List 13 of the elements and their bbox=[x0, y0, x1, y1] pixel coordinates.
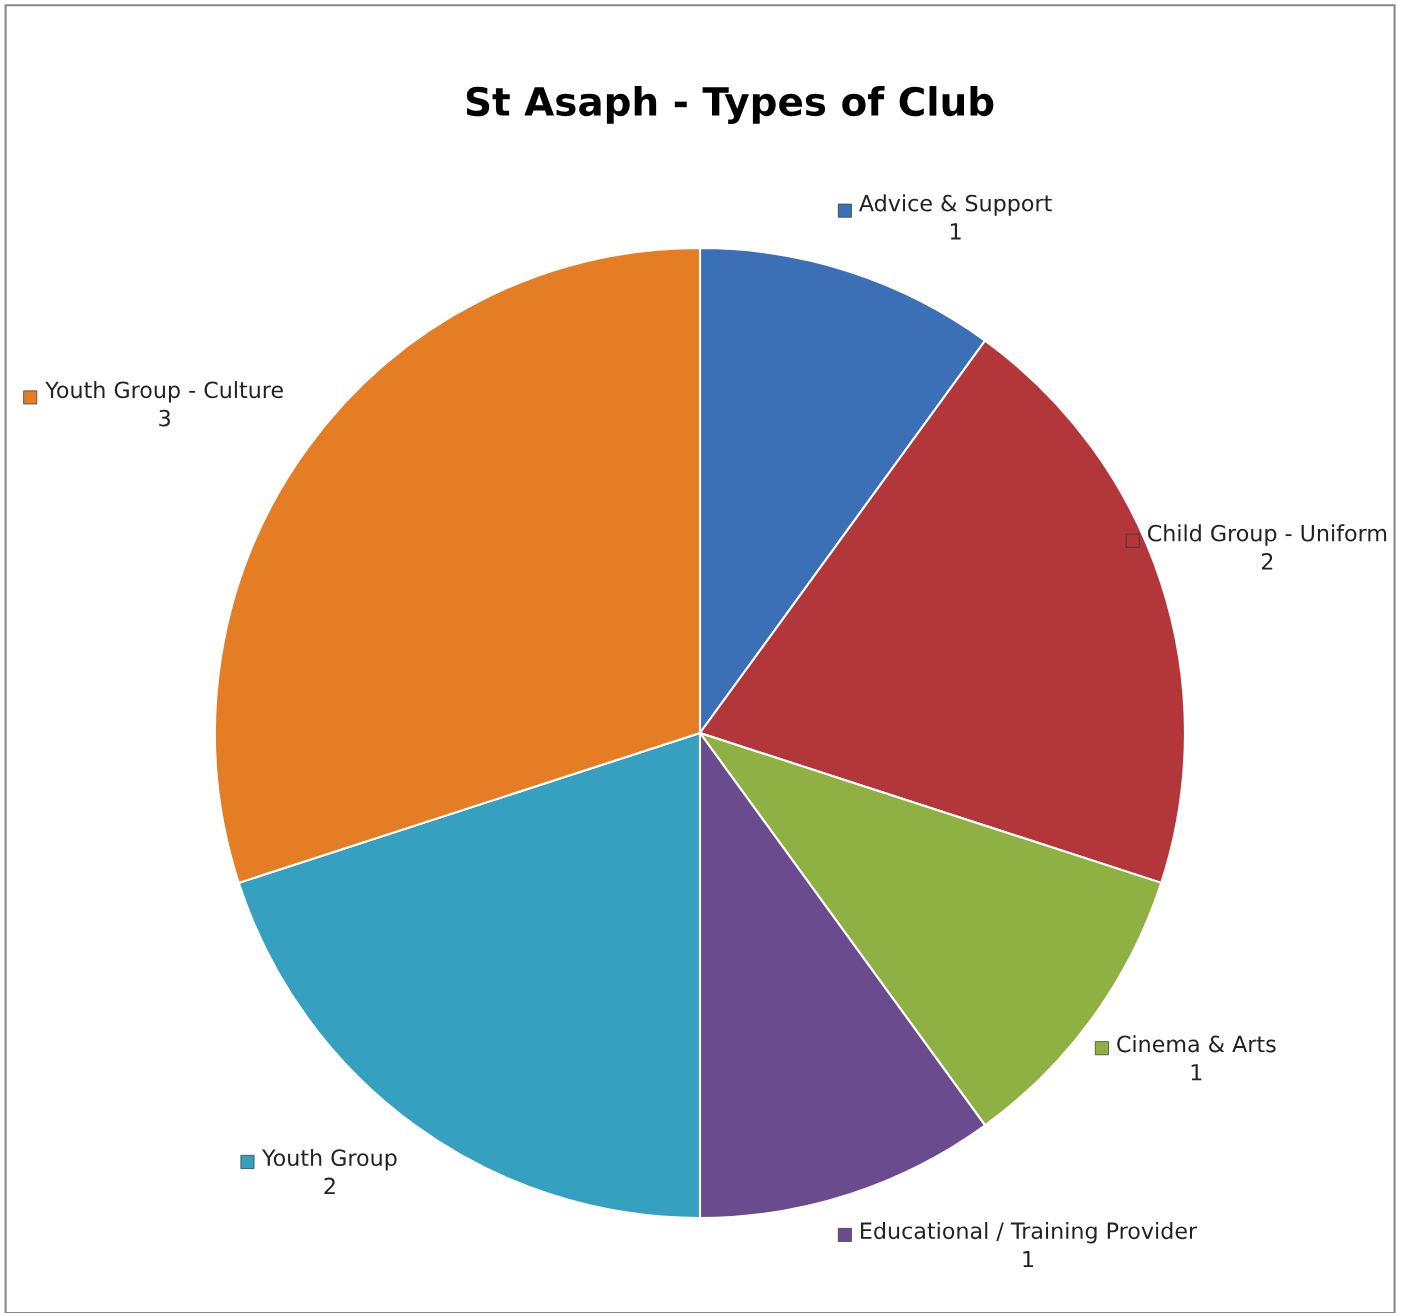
legend-label: Educational / Training Provider bbox=[861, 1221, 1198, 1244]
data-label: 1 bbox=[1191, 1064, 1202, 1081]
legend-label: Youth Group - Culture bbox=[45, 381, 283, 403]
data-label: 1 bbox=[1023, 1250, 1034, 1268]
chart-title: St Asaph - Types of Club bbox=[466, 86, 994, 125]
legend-label: Cinema & Arts bbox=[1117, 1035, 1276, 1053]
data-label: 2 bbox=[324, 1177, 335, 1195]
data-label: 2 bbox=[1261, 553, 1273, 570]
legend-label: Child Group - Uniform bbox=[1148, 524, 1387, 546]
legend-label: Youth Group bbox=[261, 1148, 397, 1171]
data-label: 3 bbox=[159, 409, 170, 427]
legend-label: Advice & Support bbox=[859, 194, 1052, 216]
data-label: 1 bbox=[950, 223, 961, 240]
